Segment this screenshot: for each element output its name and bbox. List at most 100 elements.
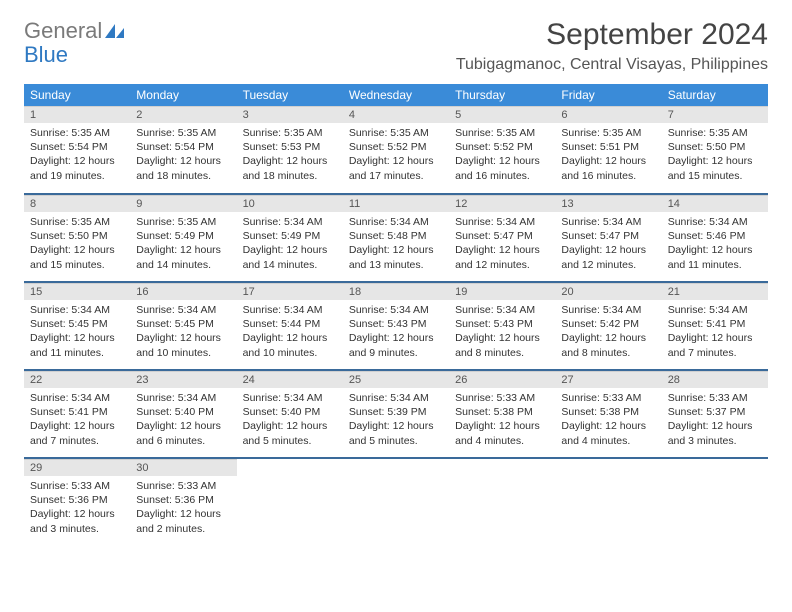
logo: General: [24, 18, 126, 44]
day-number: 26: [449, 371, 555, 388]
day-content: Sunrise: 5:35 AMSunset: 5:52 PMDaylight:…: [343, 123, 449, 189]
day-number: 3: [237, 106, 343, 123]
day-number: 14: [662, 195, 768, 212]
calendar-week-row: 22Sunrise: 5:34 AMSunset: 5:41 PMDayligh…: [24, 370, 768, 458]
day-content: Sunrise: 5:35 AMSunset: 5:52 PMDaylight:…: [449, 123, 555, 189]
day-content: Sunrise: 5:34 AMSunset: 5:48 PMDaylight:…: [343, 212, 449, 278]
calendar-day-cell: 16Sunrise: 5:34 AMSunset: 5:45 PMDayligh…: [130, 282, 236, 370]
calendar-day-cell: 18Sunrise: 5:34 AMSunset: 5:43 PMDayligh…: [343, 282, 449, 370]
weekday-header: Thursday: [449, 84, 555, 106]
calendar-week-row: 8Sunrise: 5:35 AMSunset: 5:50 PMDaylight…: [24, 194, 768, 282]
day-content: Sunrise: 5:34 AMSunset: 5:43 PMDaylight:…: [449, 300, 555, 366]
calendar-day-cell: 26Sunrise: 5:33 AMSunset: 5:38 PMDayligh…: [449, 370, 555, 458]
day-content: Sunrise: 5:33 AMSunset: 5:38 PMDaylight:…: [449, 388, 555, 454]
day-number: 20: [555, 283, 661, 300]
calendar-day-cell: 10Sunrise: 5:34 AMSunset: 5:49 PMDayligh…: [237, 194, 343, 282]
day-content: Sunrise: 5:34 AMSunset: 5:42 PMDaylight:…: [555, 300, 661, 366]
logo-text-1: General: [24, 18, 102, 44]
calendar-week-row: 15Sunrise: 5:34 AMSunset: 5:45 PMDayligh…: [24, 282, 768, 370]
day-content: Sunrise: 5:33 AMSunset: 5:37 PMDaylight:…: [662, 388, 768, 454]
day-number: 17: [237, 283, 343, 300]
day-number: 23: [130, 371, 236, 388]
day-content: Sunrise: 5:33 AMSunset: 5:36 PMDaylight:…: [24, 476, 130, 542]
logo-text-2: Blue: [24, 42, 68, 68]
day-content: Sunrise: 5:34 AMSunset: 5:41 PMDaylight:…: [662, 300, 768, 366]
day-number: 9: [130, 195, 236, 212]
calendar-day-cell: 1Sunrise: 5:35 AMSunset: 5:54 PMDaylight…: [24, 106, 130, 194]
calendar-day-cell: 4Sunrise: 5:35 AMSunset: 5:52 PMDaylight…: [343, 106, 449, 194]
calendar-day-cell: 11Sunrise: 5:34 AMSunset: 5:48 PMDayligh…: [343, 194, 449, 282]
title-block: September 2024 Tubigagmanoc, Central Vis…: [456, 18, 768, 74]
day-number: 28: [662, 371, 768, 388]
calendar-day-cell: 23Sunrise: 5:34 AMSunset: 5:40 PMDayligh…: [130, 370, 236, 458]
calendar-day-cell: ..: [662, 458, 768, 546]
day-content: Sunrise: 5:34 AMSunset: 5:46 PMDaylight:…: [662, 212, 768, 278]
calendar-table: Sunday Monday Tuesday Wednesday Thursday…: [24, 84, 768, 546]
day-content: Sunrise: 5:35 AMSunset: 5:53 PMDaylight:…: [237, 123, 343, 189]
weekday-header: Wednesday: [343, 84, 449, 106]
day-number: 11: [343, 195, 449, 212]
header: General September 2024 Tubigagmanoc, Cen…: [24, 18, 768, 74]
weekday-header: Saturday: [662, 84, 768, 106]
calendar-day-cell: 6Sunrise: 5:35 AMSunset: 5:51 PMDaylight…: [555, 106, 661, 194]
day-number: 13: [555, 195, 661, 212]
day-number: 2: [130, 106, 236, 123]
day-number: 7: [662, 106, 768, 123]
day-number: 6: [555, 106, 661, 123]
calendar-day-cell: 27Sunrise: 5:33 AMSunset: 5:38 PMDayligh…: [555, 370, 661, 458]
weekday-header-row: Sunday Monday Tuesday Wednesday Thursday…: [24, 84, 768, 106]
calendar-day-cell: 22Sunrise: 5:34 AMSunset: 5:41 PMDayligh…: [24, 370, 130, 458]
day-content: Sunrise: 5:34 AMSunset: 5:43 PMDaylight:…: [343, 300, 449, 366]
logo-sail-icon: [104, 22, 126, 40]
day-content: Sunrise: 5:35 AMSunset: 5:50 PMDaylight:…: [662, 123, 768, 189]
location: Tubigagmanoc, Central Visayas, Philippin…: [456, 56, 768, 74]
month-title: September 2024: [456, 18, 768, 52]
calendar-day-cell: ..: [449, 458, 555, 546]
day-number: 18: [343, 283, 449, 300]
day-number: 25: [343, 371, 449, 388]
calendar-day-cell: 30Sunrise: 5:33 AMSunset: 5:36 PMDayligh…: [130, 458, 236, 546]
calendar-day-cell: 21Sunrise: 5:34 AMSunset: 5:41 PMDayligh…: [662, 282, 768, 370]
day-number: 15: [24, 283, 130, 300]
day-content: Sunrise: 5:35 AMSunset: 5:50 PMDaylight:…: [24, 212, 130, 278]
calendar-day-cell: ..: [343, 458, 449, 546]
day-number: 30: [130, 459, 236, 476]
day-content: Sunrise: 5:34 AMSunset: 5:47 PMDaylight:…: [555, 212, 661, 278]
day-number: 24: [237, 371, 343, 388]
day-content: Sunrise: 5:35 AMSunset: 5:54 PMDaylight:…: [130, 123, 236, 189]
day-number: 21: [662, 283, 768, 300]
day-content: Sunrise: 5:34 AMSunset: 5:45 PMDaylight:…: [24, 300, 130, 366]
calendar-day-cell: 20Sunrise: 5:34 AMSunset: 5:42 PMDayligh…: [555, 282, 661, 370]
day-number: 22: [24, 371, 130, 388]
day-number: 27: [555, 371, 661, 388]
day-content: Sunrise: 5:34 AMSunset: 5:40 PMDaylight:…: [130, 388, 236, 454]
calendar-day-cell: 28Sunrise: 5:33 AMSunset: 5:37 PMDayligh…: [662, 370, 768, 458]
calendar-day-cell: 14Sunrise: 5:34 AMSunset: 5:46 PMDayligh…: [662, 194, 768, 282]
weekday-header: Friday: [555, 84, 661, 106]
day-number: 19: [449, 283, 555, 300]
calendar-day-cell: ..: [237, 458, 343, 546]
day-number: 29: [24, 459, 130, 476]
day-number: 16: [130, 283, 236, 300]
day-content: Sunrise: 5:34 AMSunset: 5:45 PMDaylight:…: [130, 300, 236, 366]
day-content: Sunrise: 5:35 AMSunset: 5:51 PMDaylight:…: [555, 123, 661, 189]
calendar-day-cell: 7Sunrise: 5:35 AMSunset: 5:50 PMDaylight…: [662, 106, 768, 194]
calendar-day-cell: 24Sunrise: 5:34 AMSunset: 5:40 PMDayligh…: [237, 370, 343, 458]
day-number: 5: [449, 106, 555, 123]
weekday-header: Monday: [130, 84, 236, 106]
day-content: Sunrise: 5:34 AMSunset: 5:41 PMDaylight:…: [24, 388, 130, 454]
day-number: 1: [24, 106, 130, 123]
day-number: 10: [237, 195, 343, 212]
calendar-day-cell: 12Sunrise: 5:34 AMSunset: 5:47 PMDayligh…: [449, 194, 555, 282]
calendar-day-cell: 8Sunrise: 5:35 AMSunset: 5:50 PMDaylight…: [24, 194, 130, 282]
calendar-day-cell: 19Sunrise: 5:34 AMSunset: 5:43 PMDayligh…: [449, 282, 555, 370]
calendar-day-cell: 9Sunrise: 5:35 AMSunset: 5:49 PMDaylight…: [130, 194, 236, 282]
weekday-header: Sunday: [24, 84, 130, 106]
calendar-body: 1Sunrise: 5:35 AMSunset: 5:54 PMDaylight…: [24, 106, 768, 546]
calendar-day-cell: ..: [555, 458, 661, 546]
day-content: Sunrise: 5:34 AMSunset: 5:44 PMDaylight:…: [237, 300, 343, 366]
day-content: Sunrise: 5:35 AMSunset: 5:49 PMDaylight:…: [130, 212, 236, 278]
calendar-day-cell: 15Sunrise: 5:34 AMSunset: 5:45 PMDayligh…: [24, 282, 130, 370]
calendar-day-cell: 25Sunrise: 5:34 AMSunset: 5:39 PMDayligh…: [343, 370, 449, 458]
day-content: Sunrise: 5:35 AMSunset: 5:54 PMDaylight:…: [24, 123, 130, 189]
